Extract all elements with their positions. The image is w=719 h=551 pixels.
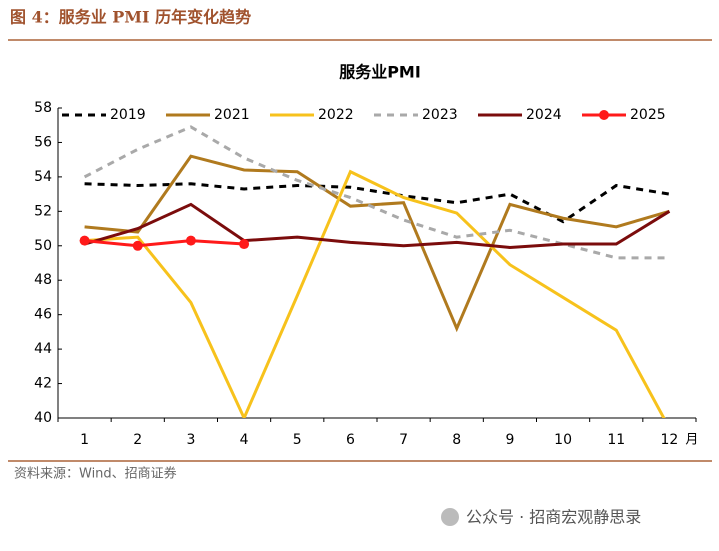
figure-title: 图 4：服务业 PMI 历年变化趋势 [10,8,251,27]
line-2022 [84,169,666,418]
x-tick-label: 1 [80,432,89,448]
legend-label: 2021 [214,107,250,123]
watermark-icon [441,508,459,526]
y-tick-label: 42 [34,376,52,392]
x-tick-label: 10 [554,432,572,448]
x-tick-label: 5 [293,432,302,448]
line-2019 [84,182,670,224]
y-tick-label: 50 [34,238,52,254]
point [239,239,250,250]
x-tick-label: 8 [452,432,461,448]
legend-label: 2023 [422,107,458,123]
x-tick-label: 7 [399,432,408,448]
y-tick-label: 52 [34,203,52,219]
point [79,235,90,246]
point [185,235,196,246]
y-tick-label: 40 [34,410,52,426]
x-tick-label: 4 [240,432,249,448]
x-tick-label: 3 [186,432,195,448]
line-2024 [84,202,671,250]
legend-label: 2022 [318,107,354,123]
legend-label: 2025 [630,107,666,123]
x-tick-label: 12 [661,432,679,448]
x-unit: 月 [685,433,698,448]
series-group [79,125,671,418]
legend-label: 2024 [526,107,562,123]
legend-marker [599,110,609,120]
y-tick-label: 46 [34,307,52,323]
x-tick-label: 6 [346,432,355,448]
x-tick-label: 2 [133,432,142,448]
point [132,240,143,251]
line-2023 [83,125,670,260]
x-tick-label: 9 [505,432,514,448]
source: 资料来源：Wind、招商证券 [14,466,177,482]
y-tick-label: 58 [34,100,52,116]
y-tick-label: 44 [34,341,52,357]
chart-title: 服务业PMI [339,63,421,82]
legend-label: 2019 [110,107,146,123]
watermark: 公众号 · 招商宏观静思录 [466,508,641,527]
line-2021 [84,154,670,333]
line-2025 [84,239,245,248]
y-tick-label: 56 [34,134,52,150]
y-tick-label: 48 [34,272,52,288]
x-tick-label: 11 [607,432,625,448]
y-tick-label: 54 [34,169,52,185]
